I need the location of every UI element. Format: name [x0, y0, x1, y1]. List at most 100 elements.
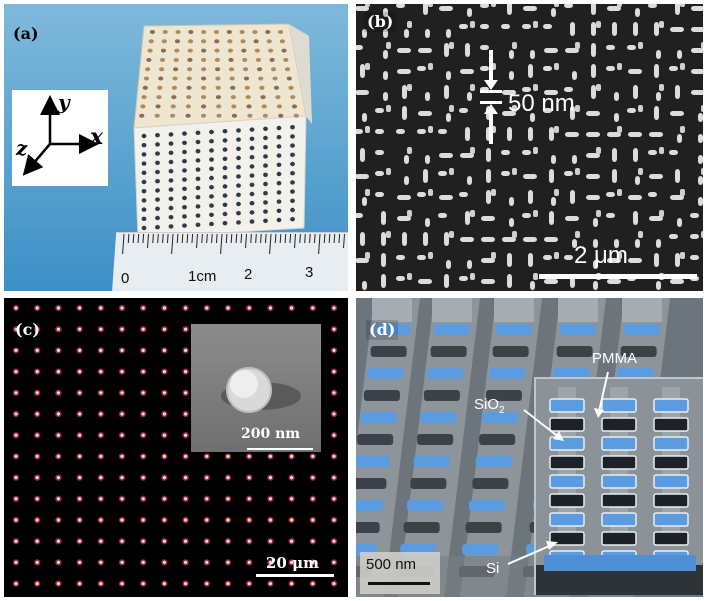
pattern-element — [501, 171, 510, 176]
printed-cube-photo — [133, 23, 312, 239]
cube-front-hole — [236, 137, 241, 142]
cube-front-hole — [222, 138, 228, 143]
cube-front-hole — [263, 126, 268, 131]
pattern-element — [407, 21, 412, 28]
cube-top-hole — [242, 57, 248, 62]
pmma-cap — [432, 298, 472, 322]
array-dot — [247, 497, 251, 501]
array-dot — [35, 370, 39, 374]
si-block — [549, 417, 585, 432]
array-dot — [332, 539, 336, 543]
pattern-element — [659, 210, 664, 217]
pattern-element — [606, 66, 615, 71]
pattern-element — [381, 253, 386, 267]
ruler-tick — [284, 233, 287, 244]
panel-b-sem-pattern: 50 nm 2 μm (b) — [356, 4, 703, 291]
pattern-element — [417, 255, 426, 260]
pattern-element — [502, 90, 516, 95]
pattern-element — [365, 4, 370, 7]
pattern-element — [596, 84, 601, 91]
pattern-element — [365, 63, 370, 70]
array-dot — [141, 327, 145, 331]
pattern-element — [654, 106, 659, 120]
pattern-element — [533, 210, 538, 217]
sio2-layer — [413, 456, 450, 467]
cube-top-hole — [279, 39, 285, 44]
array-dot — [162, 454, 166, 458]
array-dot — [205, 306, 209, 310]
array-dot — [141, 370, 145, 374]
ruler-tick — [328, 233, 331, 244]
pattern-element — [564, 87, 573, 92]
array-dot — [14, 560, 18, 564]
ruler-label-0: 0 — [121, 270, 130, 287]
pattern-element — [507, 127, 512, 141]
array-dot — [120, 327, 124, 331]
cube-top-hole — [155, 104, 161, 109]
cube-top-hole — [278, 113, 284, 118]
pattern-element — [362, 281, 367, 290]
cube-top-hole — [188, 30, 194, 34]
cube-top-hole — [277, 30, 284, 34]
cube-top-hole — [201, 57, 207, 62]
pattern-element — [383, 8, 388, 17]
pattern-element — [481, 237, 495, 242]
pattern-element — [444, 274, 449, 288]
base-layer — [544, 555, 696, 571]
pattern-element — [528, 127, 533, 141]
cube-front-hole — [263, 172, 268, 177]
cube-top-hole — [290, 95, 296, 100]
pattern-element — [491, 189, 496, 196]
cube-top-hole — [214, 57, 220, 62]
array-dot — [332, 560, 336, 564]
pattern-element — [425, 155, 430, 164]
pattern-element — [544, 237, 558, 242]
pattern-element — [606, 45, 615, 50]
array-dot — [311, 306, 315, 310]
array-dot — [290, 518, 294, 522]
cube-front-hole — [276, 199, 282, 204]
pattern-element — [459, 276, 468, 281]
pattern-element — [591, 85, 596, 99]
pattern-element — [701, 105, 703, 112]
sio2-layer — [553, 368, 590, 379]
cube-front-hole — [276, 208, 282, 213]
cube-front-hole — [195, 176, 201, 181]
si-layer — [410, 478, 447, 489]
array-dot — [184, 348, 188, 352]
pattern-element — [691, 90, 703, 95]
array-dot — [184, 560, 188, 564]
pattern-element — [480, 4, 489, 8]
array-dot — [78, 391, 82, 395]
pattern-element — [481, 258, 495, 263]
pattern-element — [659, 84, 664, 91]
pattern-element — [701, 168, 703, 175]
array-dot — [226, 454, 230, 458]
array-dot — [99, 582, 103, 586]
cube-top-hole — [240, 39, 246, 44]
cube-top-hole — [161, 39, 167, 44]
pattern-element — [628, 195, 642, 200]
cube-front-hole — [141, 216, 147, 221]
pattern-element — [698, 197, 703, 206]
cube-front-hole — [222, 221, 228, 226]
pmma-cap — [372, 298, 412, 322]
cube-top-hole — [154, 113, 160, 118]
cube-top-hole — [216, 104, 222, 109]
array-dot — [162, 497, 166, 501]
cube-front-hole — [249, 210, 255, 215]
ruler-tick — [235, 233, 238, 244]
cube-front-hole — [141, 152, 147, 157]
array-dot — [268, 582, 272, 586]
pattern-element — [375, 192, 384, 197]
array-dot — [268, 454, 272, 458]
array-dot — [99, 497, 103, 501]
pattern-element — [428, 252, 433, 259]
pattern-element — [381, 211, 386, 225]
cube-top-hole — [139, 113, 145, 118]
pattern-element — [614, 113, 619, 122]
pattern-element — [648, 150, 657, 155]
pattern-element — [701, 231, 703, 238]
cube-top-hole — [231, 113, 238, 118]
array-dot — [162, 412, 166, 416]
